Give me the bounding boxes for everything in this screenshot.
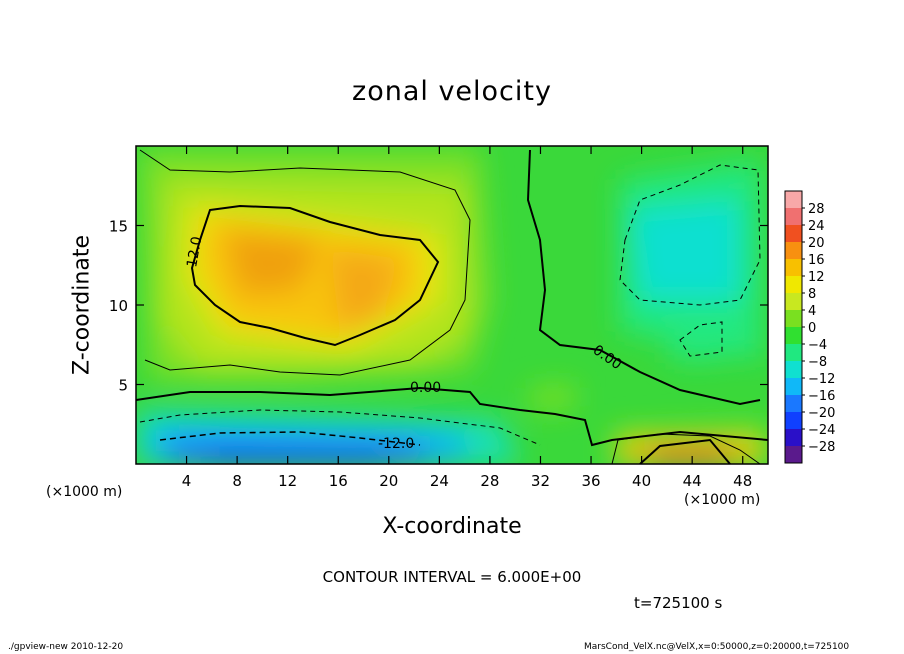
footer-left: ./gpview-new 2010-12-20: [8, 642, 124, 652]
colorbar-label-6: 4: [808, 304, 816, 319]
x-tick-label-9: 40: [632, 472, 651, 490]
colorbar-band-6: [785, 344, 802, 361]
x-axis: 4 8 12 16 20 24 28 32 36 40 44 48: [182, 146, 752, 490]
contour-label: 12.0: [184, 235, 205, 268]
colorbar-band-4: [785, 378, 802, 395]
colorbar-band-2: [785, 412, 802, 429]
colorbar-band-0: [785, 446, 802, 463]
x-unit-label-right: (×1000 m): [684, 492, 761, 508]
colorbar-band-12: [785, 242, 802, 259]
colorbar-band-11: [785, 259, 802, 276]
y-tick-label-2: 15: [109, 218, 128, 236]
colorbar-label-14: −28: [808, 440, 835, 455]
colorbar-band-1: [785, 429, 802, 446]
chart-title: zonal velocity: [352, 76, 552, 107]
x-axis-label: X-coordinate: [382, 514, 522, 539]
colorbar-label-4: 12: [808, 270, 825, 285]
colorbar-band-15: [785, 191, 802, 208]
colorbar-label-7: 0: [808, 321, 816, 336]
colorbar-label-2: 20: [808, 236, 825, 251]
colorbar-band-7: [785, 327, 802, 344]
colorbar-band-14: [785, 208, 802, 225]
x-tick-label-1: 8: [232, 472, 242, 490]
time-label: t=725100 s: [634, 594, 723, 612]
y-tick-label-1: 10: [109, 297, 128, 315]
contour-label: 0.00: [410, 380, 441, 396]
colorbar-band-10: [785, 276, 802, 293]
colorbar-label-3: 16: [808, 253, 825, 268]
x-tick-label-2: 12: [278, 472, 297, 490]
x-tick-label-10: 44: [683, 472, 702, 490]
y-tick-label-0: 5: [118, 377, 128, 395]
colorbar-label-8: −4: [808, 338, 827, 353]
y-axis-label: Z-coordinate: [69, 235, 95, 375]
colorbar-band-5: [785, 361, 802, 378]
y-axis: 5 10 15: [109, 218, 768, 395]
contour-label: -12.0: [378, 436, 414, 452]
x-tick-label-8: 36: [581, 472, 600, 490]
colorbar-label-0: 28: [808, 202, 825, 217]
x-tick-label-5: 24: [430, 472, 449, 490]
x-tick-label-11: 48: [733, 472, 752, 490]
x-tick-label-7: 32: [531, 472, 550, 490]
velocity-field: [136, 146, 768, 464]
colorbar-band-9: [785, 293, 802, 310]
colorbar-band-3: [785, 395, 802, 412]
colorbar-label-1: 24: [808, 219, 825, 234]
x-unit-label-left: (×1000 m): [46, 484, 123, 500]
colorbar-label-12: −20: [808, 406, 835, 421]
colorbar-label-5: 8: [808, 287, 816, 302]
colorbar-label-9: −8: [808, 355, 827, 370]
footer-right: MarsCond_VelX.nc@VelX,x=0:50000,z=0:2000…: [584, 642, 850, 652]
x-tick-label-0: 4: [182, 472, 192, 490]
contour-lines: [136, 149, 768, 464]
colorbar-label-11: −16: [808, 389, 835, 404]
x-tick-label-4: 20: [379, 472, 398, 490]
colorbar-band-13: [785, 225, 802, 242]
x-tick-label-3: 16: [329, 472, 348, 490]
contour-interval-note: CONTOUR INTERVAL = 6.000E+00: [322, 568, 582, 586]
colorbar-label-10: −12: [808, 372, 835, 387]
x-tick-label-6: 28: [480, 472, 499, 490]
colorbar-label-13: −24: [808, 423, 835, 438]
colorbar: 28 24 20 16 12 8 4 0 −4 −8 −12 −16 −20 −24 −28: [784, 190, 835, 464]
colorbar-band-8: [785, 310, 802, 327]
